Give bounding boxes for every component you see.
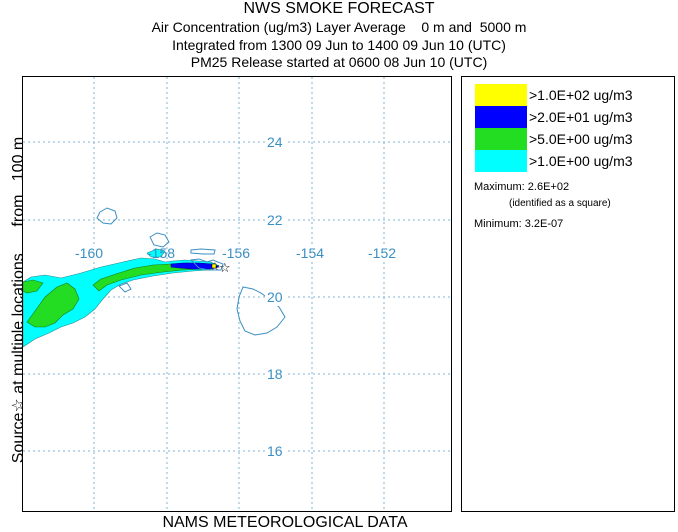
latitude-labels: 24 22 20 18 16 (265, 133, 287, 460)
latitude-label: 20 (267, 289, 283, 305)
longitude-labels: -160 -158 -156 -154 -152 (73, 244, 403, 262)
chart-title: NWS SMOKE FORECAST (243, 0, 435, 17)
star-icon: ☆ (219, 261, 231, 276)
longitude-label: -160 (75, 245, 103, 261)
island-oahu (149, 232, 170, 248)
legend-swatch (475, 150, 527, 172)
minimum-value: Minimum: 3.2E-07 (474, 218, 564, 230)
island-small (118, 282, 132, 293)
chart-subtitle-release: PM25 Release started at 0600 08 Jun 10 (… (190, 54, 488, 70)
legend-panel: >1.0E+02 ug/m3 >2.0E+01 ug/m3 >5.0E+00 u… (461, 76, 675, 512)
latitude-label: 16 (267, 443, 283, 459)
latitude-label: 22 (267, 212, 283, 228)
legend-swatch (475, 84, 527, 106)
chart-subtitle-integration: Integrated from 1300 09 Jun to 1400 09 J… (172, 37, 506, 53)
legend-label: >2.0E+01 ug/m3 (529, 109, 633, 125)
maximum-marker-square (211, 263, 217, 269)
longitude-label: -158 (147, 245, 175, 261)
data-source-footer: NAMS METEOROLOGICAL DATA (162, 514, 408, 531)
legend-item: >5.0E+00 ug/m3 (475, 128, 671, 150)
island-hawaii (236, 286, 286, 336)
legend-item: >1.0E+00 ug/m3 (475, 150, 671, 172)
legend-item: >2.0E+01 ug/m3 (475, 106, 671, 128)
latitude-label: 24 (267, 134, 283, 150)
map-canvas: ☆ ☆ -160 -158 -156 -154 -152 24 22 20 18 (23, 77, 451, 511)
island-maui-lanai (189, 258, 224, 271)
legend-item: >1.0E+02 ug/m3 (475, 84, 671, 106)
smoke-contour-cyan (146, 248, 166, 258)
maximum-value: Maximum: 2.6E+02 (474, 181, 570, 193)
longitude-label: -152 (368, 245, 396, 261)
source-markers: ☆ ☆ (210, 260, 231, 276)
graticule (23, 77, 451, 511)
legend-swatch (475, 128, 527, 150)
smoke-contour-green (23, 279, 44, 294)
legend-swatch (475, 106, 527, 128)
legend-label: >1.0E+00 ug/m3 (529, 153, 633, 169)
island-molokai (190, 248, 216, 255)
smoke-contour-green (26, 282, 80, 328)
coastlines (96, 207, 286, 336)
longitude-label: -154 (296, 245, 324, 261)
chart-subtitle-concentration: Air Concentration (ug/m3) Layer Average … (151, 19, 527, 35)
island-kauai-niihau (96, 207, 118, 225)
latitude-label: 18 (267, 366, 283, 382)
map-panel: ☆ ☆ -160 -158 -156 -154 -152 24 22 20 18 (22, 76, 452, 512)
legend-label: >5.0E+00 ug/m3 (529, 131, 633, 147)
longitude-label: -156 (222, 245, 250, 261)
maximum-note: (identified as a square) (509, 198, 611, 209)
legend-label: >1.0E+02 ug/m3 (529, 87, 633, 103)
